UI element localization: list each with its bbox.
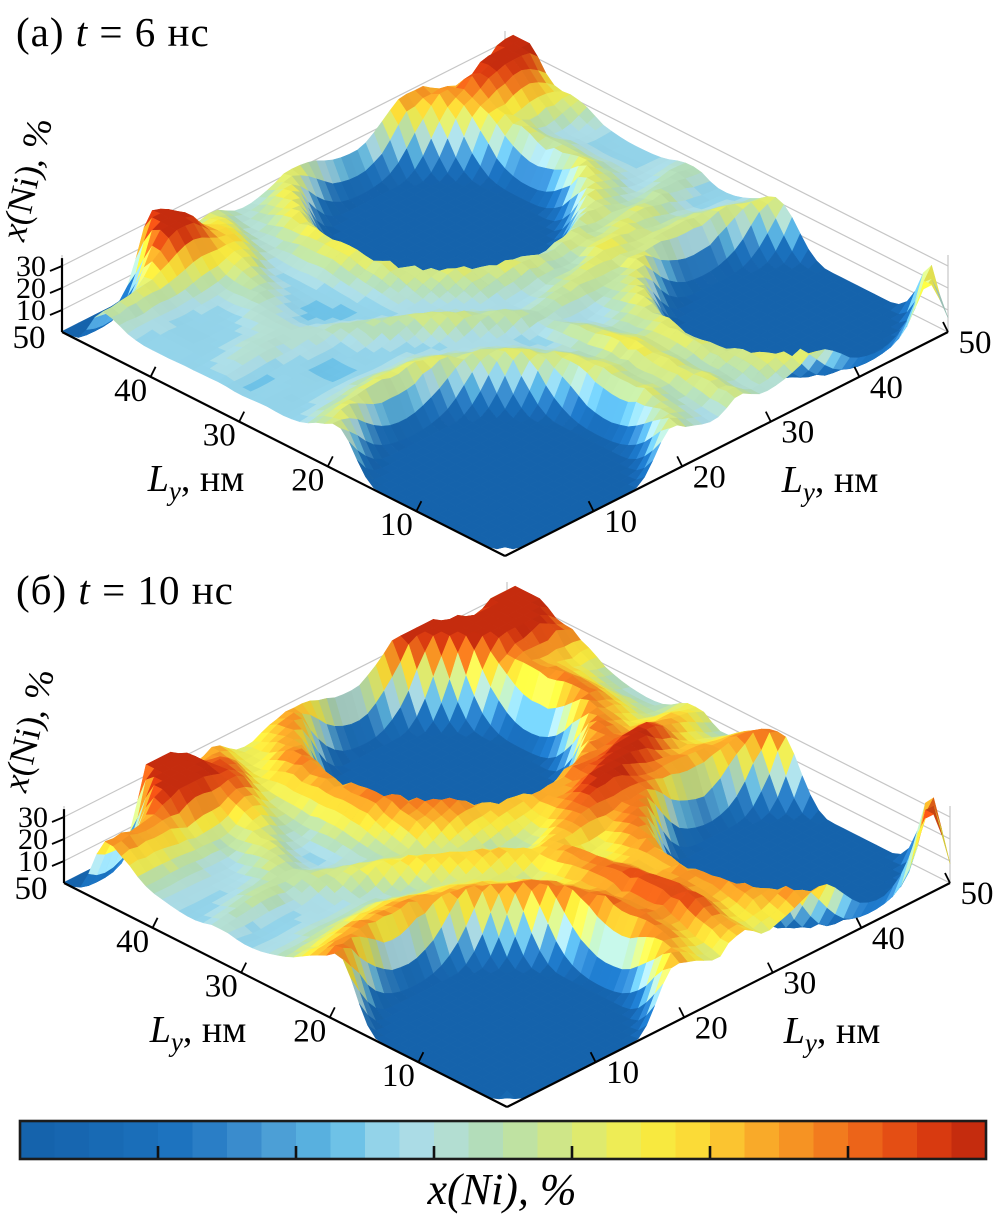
colorbar (18, 1119, 988, 1161)
z-tick-label-b: 20 (18, 823, 48, 856)
y-tick-label-b: 50 (961, 876, 994, 912)
surface-mesh-b (63, 585, 951, 1100)
colorbar-segments (20, 1121, 987, 1159)
x-tick-label-b: 40 (116, 924, 149, 960)
panel-b-title-suffix: = 10 нс (90, 567, 234, 613)
x-tick-label-b: 10 (382, 1058, 415, 1094)
y-tick-label-a: 40 (870, 370, 903, 406)
panel-a-title-suffix: = 6 нс (88, 9, 210, 55)
x-tick-label-a: 20 (291, 462, 324, 498)
y-tick-label-a: 50 (959, 325, 992, 361)
x-tick-label-a: 10 (380, 507, 413, 543)
x-tick-label-b: 20 (293, 1013, 326, 1049)
panel-b-title-variable: t (78, 567, 91, 613)
y-tick-label-b: 40 (872, 921, 905, 957)
z-tick-label-b: 10 (18, 845, 48, 878)
x-corner-label-b: 50 (15, 871, 48, 907)
panel-a-title-prefix: (а) (16, 9, 76, 55)
panel-b-title: (б) t = 10 нс (16, 566, 234, 614)
y-tick-label-a: 30 (781, 415, 814, 451)
y-tick-label-b: 20 (695, 1010, 728, 1046)
colorbar-border (18, 1119, 988, 1161)
x-tick-label-b: 30 (205, 969, 238, 1005)
x-tick-label-a: 30 (203, 418, 236, 454)
x-axis-label-a: Ly, нм (147, 458, 245, 506)
z-tick-label-a: 10 (16, 294, 46, 327)
panel-a-title-variable: t (75, 9, 89, 55)
y-tick-label-a: 10 (604, 504, 637, 540)
z-tick-label-b: 30 (18, 801, 48, 834)
colorbar-label-variable: x (427, 1165, 447, 1214)
y-axis-label-b: Ly, нм (783, 1010, 881, 1058)
panel-b-title-prefix: (б) (16, 567, 79, 613)
z-tick-label-a: 20 (16, 272, 46, 305)
y-tick-label-b: 30 (783, 966, 816, 1002)
panel-a-title: (а) t = 6 нс (16, 8, 210, 56)
x-tick-label-a: 40 (114, 373, 147, 409)
z-axis-label-a: x(Ni), % (0, 114, 60, 245)
x-axis-label-b: Ly, нм (149, 1009, 247, 1057)
y-tick-label-a: 20 (693, 459, 726, 495)
colorbar-label-rest: (Ni), % (447, 1165, 577, 1214)
y-tick-label-b: 10 (606, 1055, 639, 1091)
colorbar-label: x(Ni), % (0, 1164, 1004, 1215)
z-axis-label-b: x(Ni), % (0, 665, 62, 796)
surface-mesh-a (61, 34, 949, 550)
z-tick-label-a: 30 (16, 250, 46, 283)
y-axis-label-a: Ly, нм (781, 459, 879, 507)
x-corner-label-a: 50 (13, 320, 46, 356)
